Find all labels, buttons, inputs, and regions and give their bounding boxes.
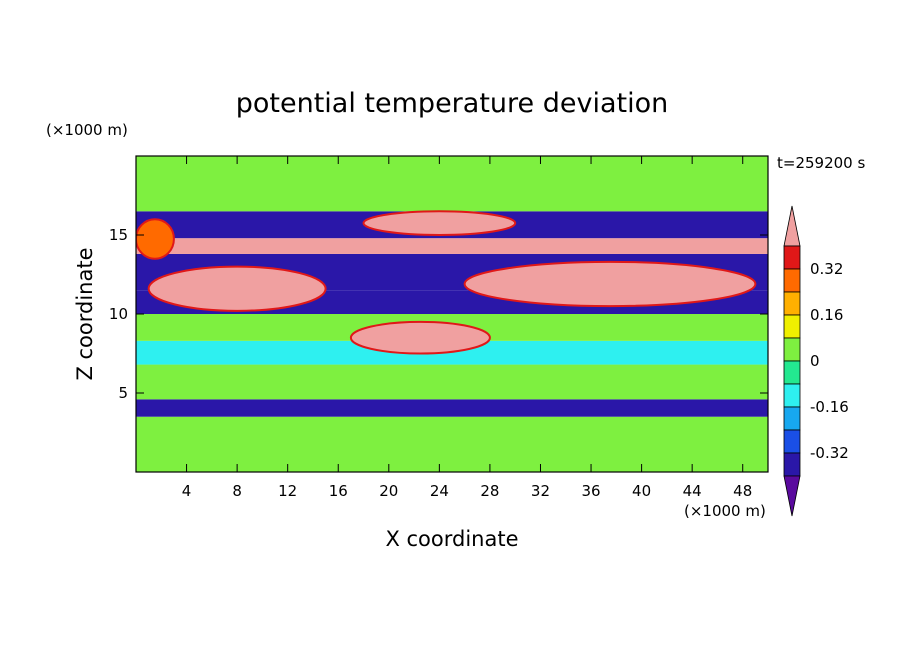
field-band-7 (136, 238, 768, 254)
colorbar-tick-label: 0.16 (810, 306, 843, 324)
x-tick-label: 44 (683, 482, 702, 500)
colorbar-box (783, 429, 801, 454)
field-feature-1 (463, 260, 757, 308)
field-feature-3 (349, 320, 491, 355)
colorbar-box (783, 337, 801, 362)
colorbar-tick-label: 0.32 (810, 260, 843, 278)
x-tick-label: 32 (531, 482, 550, 500)
x-tick-label: 36 (581, 482, 600, 500)
y-unit-label: (×1000 m) (46, 121, 128, 139)
y-tick-label: 10 (109, 305, 128, 323)
colorbar: 0.32 0.16 0 -0.16 -0.32 (783, 205, 849, 517)
x-tick-label: 40 (632, 482, 651, 500)
x-unit-label: (×1000 m) (684, 502, 766, 520)
y-axis-ticks: 5 10 15 (109, 226, 768, 402)
x-tick-label: 12 (278, 482, 297, 500)
field-band-1 (136, 399, 768, 417)
x-tick-label: 48 (733, 482, 752, 500)
colorbar-box (783, 314, 801, 339)
x-tick-label: 8 (232, 482, 242, 500)
colorbar-tick-label: 0 (810, 352, 820, 370)
colorbar-tick-label: -0.32 (810, 444, 849, 462)
colorbar-box (783, 406, 801, 431)
colorbar-tick-label: -0.16 (810, 398, 849, 416)
field-feature-0 (147, 265, 327, 312)
colorbar-under-triangle (783, 475, 801, 517)
contour-field (136, 156, 768, 472)
field-band-2 (136, 364, 768, 400)
colorbar-box (783, 268, 801, 293)
x-tick-label: 4 (182, 482, 192, 500)
colorbar-box (783, 245, 801, 270)
y-tick-label: 5 (118, 384, 128, 402)
x-tick-label: 16 (329, 482, 348, 500)
field-band-9 (136, 156, 768, 212)
x-axis-ticks: 4 8 12 16 20 24 28 32 36 40 44 48 (182, 156, 752, 500)
x-tick-label: 28 (480, 482, 499, 500)
x-tick-label: 20 (379, 482, 398, 500)
colorbar-box (783, 291, 801, 316)
time-label: t=259200 s (777, 154, 865, 172)
colorbar-box (783, 360, 801, 385)
x-axis-label: X coordinate (385, 527, 518, 551)
y-tick-label: 15 (109, 226, 128, 244)
field-band-0 (136, 416, 768, 472)
y-axis-label: Z coordinate (73, 247, 97, 380)
field-feature-2 (362, 210, 517, 236)
chart-title: potential temperature deviation (236, 88, 668, 119)
x-tick-label: 24 (430, 482, 449, 500)
colorbar-box (783, 383, 801, 408)
colorbar-box (783, 452, 801, 477)
colorbar-over-triangle (783, 205, 801, 247)
field-feature-4 (136, 218, 175, 260)
